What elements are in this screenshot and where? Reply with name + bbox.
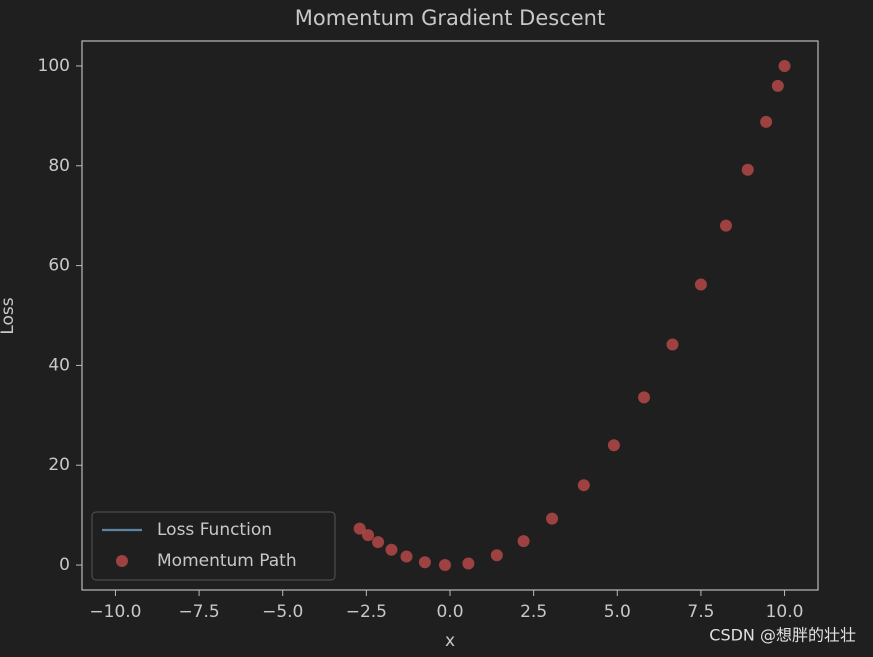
y-tick-label: 0 xyxy=(59,555,70,575)
path-point xyxy=(438,558,451,571)
path-point xyxy=(362,529,375,542)
x-tick-label: 5.0 xyxy=(604,602,631,622)
path-point xyxy=(577,479,590,492)
path-point xyxy=(760,115,773,128)
path-point xyxy=(607,439,620,452)
path-point xyxy=(490,549,503,562)
path-point xyxy=(517,535,530,548)
x-tick-label: −7.5 xyxy=(178,602,219,622)
path-point xyxy=(353,522,366,535)
path-point xyxy=(778,59,791,72)
path-point xyxy=(638,391,651,404)
x-tick-label: −2.5 xyxy=(346,602,387,622)
path-point xyxy=(385,543,398,556)
legend-label: Momentum Path xyxy=(157,551,297,571)
path-point xyxy=(771,79,784,92)
x-tick-label: 0.0 xyxy=(436,602,463,622)
path-point xyxy=(372,536,385,549)
x-tick-label: 7.5 xyxy=(687,602,714,622)
watermark: CSDN @想胖的壮壮 xyxy=(709,626,856,645)
x-tick-label: 10.0 xyxy=(766,602,804,622)
legend-box xyxy=(91,511,336,581)
y-tick-label: 60 xyxy=(48,256,70,276)
path-point xyxy=(720,219,732,232)
legend-marker xyxy=(116,555,128,567)
y-axis-label: Loss xyxy=(0,297,18,334)
y-tick-label: 40 xyxy=(48,355,70,375)
path-point xyxy=(462,557,475,570)
x-tick-label: −5.0 xyxy=(262,602,303,622)
path-point xyxy=(694,278,707,291)
legend-label: Loss Function xyxy=(157,520,272,540)
path-point xyxy=(666,338,679,351)
x-axis-label: x xyxy=(445,631,455,651)
x-tick-label: −10.0 xyxy=(89,602,141,622)
path-point xyxy=(418,556,431,569)
path-point xyxy=(741,163,754,176)
x-tick-label: 2.5 xyxy=(520,602,547,622)
y-tick-label: 100 xyxy=(38,56,70,76)
path-point xyxy=(546,512,559,525)
chart-title: Momentum Gradient Descent xyxy=(295,6,605,30)
path-point xyxy=(400,550,413,563)
y-tick-label: 20 xyxy=(48,455,70,475)
y-tick-label: 80 xyxy=(48,156,70,176)
